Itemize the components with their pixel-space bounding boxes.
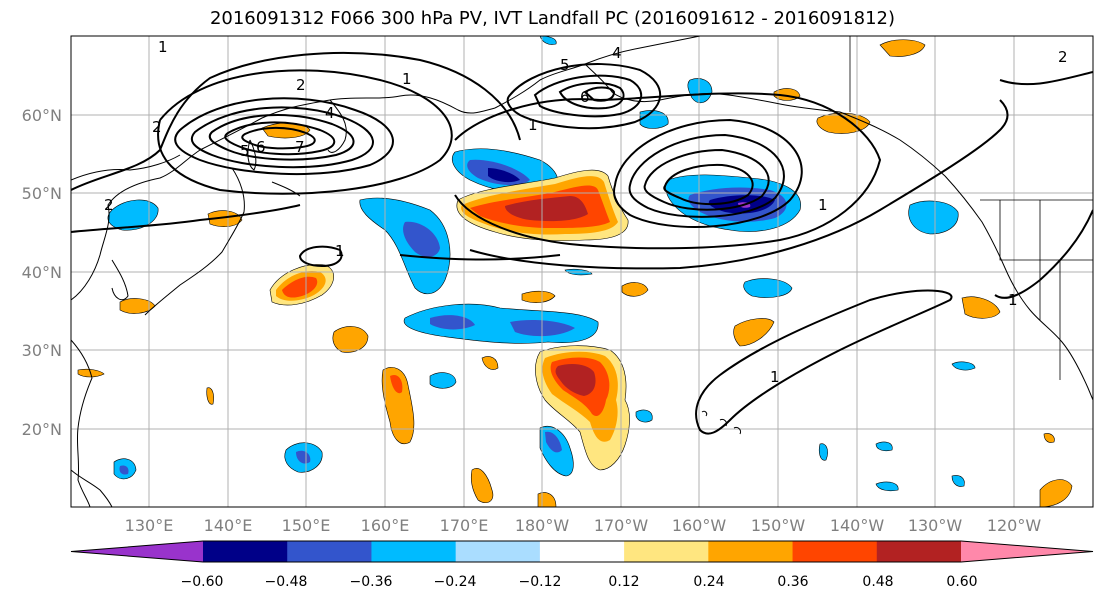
lon-label-140e: 140°E <box>204 516 253 535</box>
colorbar-segment <box>624 541 709 562</box>
longitude-labels: 130°E 140°E 150°E 160°E 170°E 180°W 170°… <box>125 516 1042 535</box>
colorbar-tick-label: 0.24 <box>693 574 724 590</box>
contour-label: 1 <box>1008 291 1018 309</box>
contour-label: 5 <box>240 142 250 160</box>
lon-label-150w: 150°W <box>751 516 806 535</box>
contour-label: 2 <box>104 196 114 214</box>
contour-label: 5 <box>560 56 570 74</box>
colorbar-extend-high <box>961 541 1093 562</box>
contour-label: 1 <box>335 242 345 260</box>
colorbar-tick-label: −0.60 <box>181 574 224 590</box>
colorbar-tick-label: −0.48 <box>265 574 308 590</box>
colorbar-tick-label: 0.12 <box>608 574 639 590</box>
lon-label-170e: 170°E <box>440 516 489 535</box>
colorbar-tick-label: −0.12 <box>519 574 562 590</box>
lon-label-150e: 150°E <box>282 516 331 535</box>
contour-label: 2 <box>152 118 162 136</box>
lon-label-160w: 160°W <box>672 516 727 535</box>
map-frame <box>70 35 1094 508</box>
colorbar-segment <box>371 541 457 562</box>
lat-label-30n: 30°N <box>22 341 62 360</box>
contour-label: 1 <box>528 116 538 134</box>
contour-labels: 1 2 4 5 6 7 1 2 4 5 6 1 2 1 1 1 1 2 <box>104 38 1068 386</box>
lon-label-180w: 180°W <box>515 516 570 535</box>
lat-label-60n: 60°N <box>22 106 62 125</box>
lat-label-20n: 20°N <box>22 420 62 439</box>
contour-label: 7 <box>295 138 305 156</box>
colorbar-tick-label: 0.60 <box>946 574 977 590</box>
contour-label: 6 <box>580 88 590 106</box>
colorbar-segment <box>539 541 625 562</box>
lon-label-170w: 170°W <box>594 516 649 535</box>
latitude-labels: 60°N 50°N 40°N 30°N 20°N <box>22 106 62 439</box>
contour-label: 1 <box>158 38 168 56</box>
contour-label: 4 <box>325 104 335 122</box>
contour-label: 1 <box>818 196 828 214</box>
colorbar-tick-label: −0.24 <box>434 574 477 590</box>
lon-label-160e: 160°E <box>361 516 410 535</box>
contour-label: 6 <box>256 138 266 156</box>
colorbar-segment <box>792 541 878 562</box>
contour-label: 4 <box>612 44 622 62</box>
contour-label: 2 <box>1058 48 1068 66</box>
colorbar-segment <box>708 541 794 562</box>
contour-label: 1 <box>402 70 412 88</box>
lon-label-120w: 120°W <box>987 516 1042 535</box>
colorbar-tick-label: −0.36 <box>350 574 393 590</box>
pv-contours <box>71 51 1093 435</box>
colorbar-extend-low <box>71 541 203 562</box>
colorbar-segment <box>203 541 288 562</box>
colorbar-segment <box>455 541 541 562</box>
colorbar-ticks: −0.60 −0.48 −0.36 −0.24 −0.12 0.12 0.24 … <box>181 574 978 590</box>
lat-label-40n: 40°N <box>22 263 62 282</box>
colorbar <box>70 540 1094 563</box>
contour-label: 2 <box>296 76 306 94</box>
colorbar-segment <box>876 541 962 562</box>
boundaries <box>849 36 1093 380</box>
lat-label-50n: 50°N <box>22 184 62 203</box>
colorbar-segment <box>287 541 372 562</box>
lon-label-130w: 130°W <box>908 516 963 535</box>
map-layer: 1 2 4 5 6 7 1 2 4 5 6 1 2 1 1 1 1 2 <box>71 36 1093 507</box>
colorbar-tick-label: 0.36 <box>777 574 808 590</box>
contour-label: 1 <box>770 368 780 386</box>
colorbar-tick-label: 0.48 <box>862 574 893 590</box>
lon-label-130e: 130°E <box>125 516 174 535</box>
lon-label-140w: 140°W <box>830 516 885 535</box>
figure-title: 2016091312 F066 300 hPa PV, IVT Landfall… <box>209 8 896 29</box>
colorbar-outline <box>70 540 1094 563</box>
